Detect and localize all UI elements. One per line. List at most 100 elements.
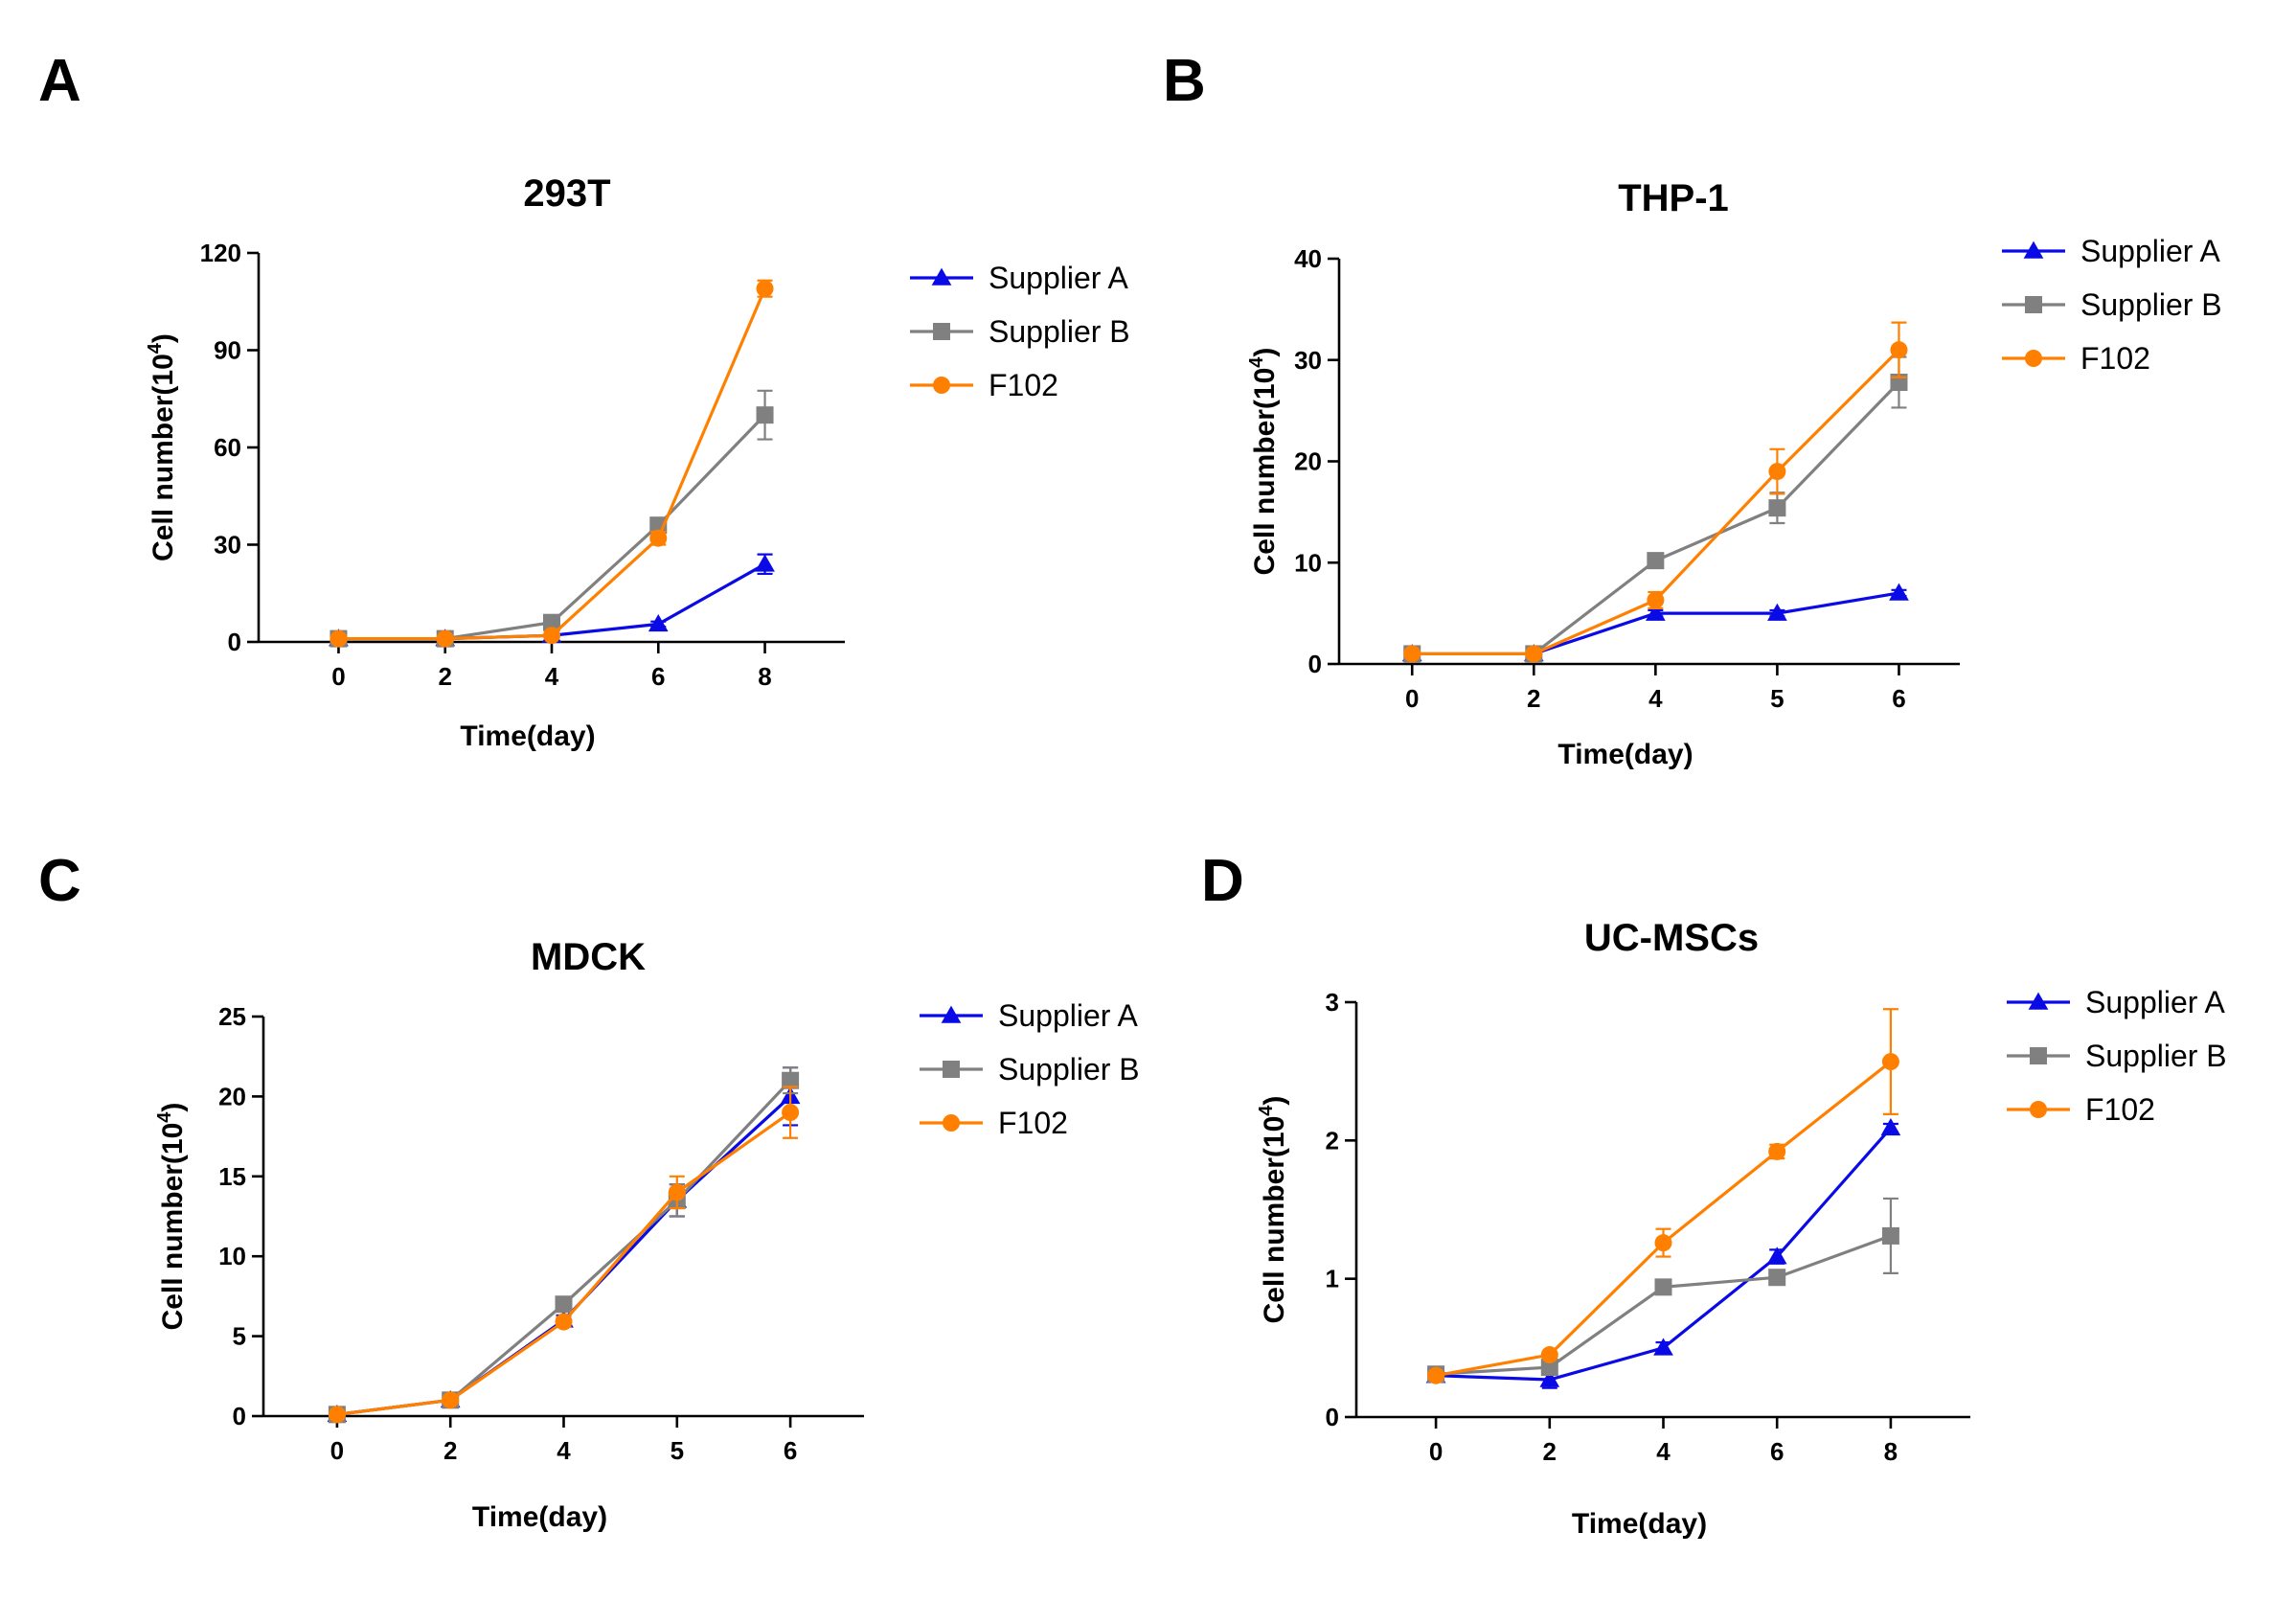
series-line xyxy=(338,414,766,641)
data-point xyxy=(1881,1053,1899,1071)
x-tick-label: 4 xyxy=(545,662,559,691)
legend-label: F102 xyxy=(2085,1092,2155,1127)
panel-letter-c: C xyxy=(38,848,81,914)
y-axis-label-main: Cell number(10 xyxy=(1249,368,1281,576)
y-tick-label: 30 xyxy=(1294,346,1322,375)
legend-marker xyxy=(933,323,950,340)
data-point xyxy=(1766,1246,1787,1265)
series-line xyxy=(336,1079,792,1416)
y-tick-label: 40 xyxy=(1294,244,1322,273)
x-tick-label: 2 xyxy=(443,1436,457,1465)
series-f102 xyxy=(1427,1008,1899,1384)
legend-entry: F102 xyxy=(2002,341,2150,376)
data-point xyxy=(555,1295,573,1314)
chart-title: THP-1 xyxy=(1618,177,1729,219)
y-tick-label: 0 xyxy=(1326,1403,1339,1431)
legend-label: Supplier B xyxy=(2085,1039,2227,1073)
y-tick-label: 10 xyxy=(1294,548,1322,577)
data-point xyxy=(543,613,560,631)
panel-letter-b: B xyxy=(1163,48,1206,114)
panel-letter-d: D xyxy=(1201,848,1244,914)
y-axis-label: Cell number(104) xyxy=(1256,1096,1290,1324)
legend-entry: F102 xyxy=(920,1106,1068,1140)
x-tick-label: 6 xyxy=(1770,1437,1784,1466)
y-tick-label: 1 xyxy=(1326,1265,1339,1293)
y-tick-label: 25 xyxy=(218,1002,246,1031)
data-point xyxy=(1889,583,1909,601)
chart-a: 293T 0 30 60 90 120 0 2 4 6 8 Time(day) Cell number(… xyxy=(145,172,1130,752)
data-point xyxy=(1768,1269,1786,1287)
chart-title: 293T xyxy=(523,172,610,215)
data-point xyxy=(649,529,668,547)
y-axis-label: Cell number(104) xyxy=(145,333,179,561)
series-supplier-b xyxy=(1427,1197,1899,1384)
chart-title: MDCK xyxy=(531,936,646,978)
legend-label: F102 xyxy=(989,368,1058,402)
data-point xyxy=(1768,499,1786,517)
y-tick-label: 0 xyxy=(233,1402,246,1430)
x-tick-label: 6 xyxy=(1892,684,1905,713)
y-axis-label: Cell number(104) xyxy=(154,1103,189,1331)
legend-label: Supplier B xyxy=(2080,287,2222,322)
data-point xyxy=(1653,1338,1673,1356)
y-tick-label: 5 xyxy=(233,1322,246,1351)
legend-marker xyxy=(943,1061,960,1078)
data-point xyxy=(1647,552,1665,570)
series-supplier-a xyxy=(327,1066,801,1423)
x-tick-label: 6 xyxy=(651,662,665,691)
legend-marker xyxy=(2023,240,2044,259)
y-axis-label-main: Cell number(10 xyxy=(157,1123,189,1331)
legend-marker xyxy=(2028,992,2049,1010)
x-tick-label: 8 xyxy=(758,662,771,691)
legend-entry: F102 xyxy=(910,368,1058,402)
y-tick-label: 60 xyxy=(214,433,241,462)
data-point xyxy=(330,629,348,648)
y-axis-label-superscript: 4 xyxy=(145,342,166,354)
x-tick-label: 0 xyxy=(1405,684,1419,713)
x-tick-label: 0 xyxy=(331,662,345,691)
y-tick-label: 2 xyxy=(1326,1126,1339,1155)
series-supplier-b xyxy=(328,1066,800,1424)
legend-marker xyxy=(2025,296,2042,313)
data-point xyxy=(1525,645,1543,663)
legend-entry: Supplier B xyxy=(2007,1039,2227,1073)
legend-label: Supplier A xyxy=(2080,234,2221,268)
y-axis-label-main: Cell number(10 xyxy=(1259,1116,1290,1324)
x-axis-label: Time(day) xyxy=(472,1501,607,1533)
x-tick-label: 0 xyxy=(330,1436,344,1465)
y-axis-label-close: ) xyxy=(148,333,179,343)
data-point xyxy=(1768,1142,1786,1160)
legend-marker xyxy=(931,267,952,286)
series-f102 xyxy=(330,279,774,648)
legend-marker xyxy=(2030,1101,2047,1118)
x-tick-label: 0 xyxy=(1429,1437,1443,1466)
data-point xyxy=(1647,591,1665,609)
data-point xyxy=(648,614,669,632)
legend-entry: Supplier B xyxy=(920,1052,1140,1086)
y-tick-label: 0 xyxy=(228,628,241,656)
x-tick-label: 4 xyxy=(557,1436,571,1465)
series-supplier-a xyxy=(1425,1117,1901,1389)
legend-entry: Supplier A xyxy=(2002,234,2221,268)
data-point xyxy=(782,1104,800,1122)
data-point xyxy=(543,627,560,645)
panel-letter-a: A xyxy=(38,48,81,114)
data-point xyxy=(1881,1226,1899,1245)
legend-label: Supplier B xyxy=(998,1052,1140,1086)
data-point xyxy=(755,554,775,572)
y-axis-label-close: ) xyxy=(1259,1096,1290,1106)
legend-label: Supplier A xyxy=(2085,985,2226,1019)
data-point xyxy=(1540,1346,1558,1364)
y-tick-label: 0 xyxy=(1308,650,1322,678)
data-point xyxy=(756,406,774,424)
chart-title: UC-MSCs xyxy=(1584,917,1759,959)
y-axis-label-superscript: 4 xyxy=(154,1111,175,1123)
series-line xyxy=(338,287,767,641)
y-axis-label-close: ) xyxy=(1249,348,1281,357)
data-point xyxy=(1403,645,1421,663)
legend-label: Supplier A xyxy=(989,261,1129,295)
data-point xyxy=(1890,341,1908,359)
x-tick-label: 4 xyxy=(1648,684,1663,713)
legend-entry: Supplier A xyxy=(2007,985,2226,1019)
